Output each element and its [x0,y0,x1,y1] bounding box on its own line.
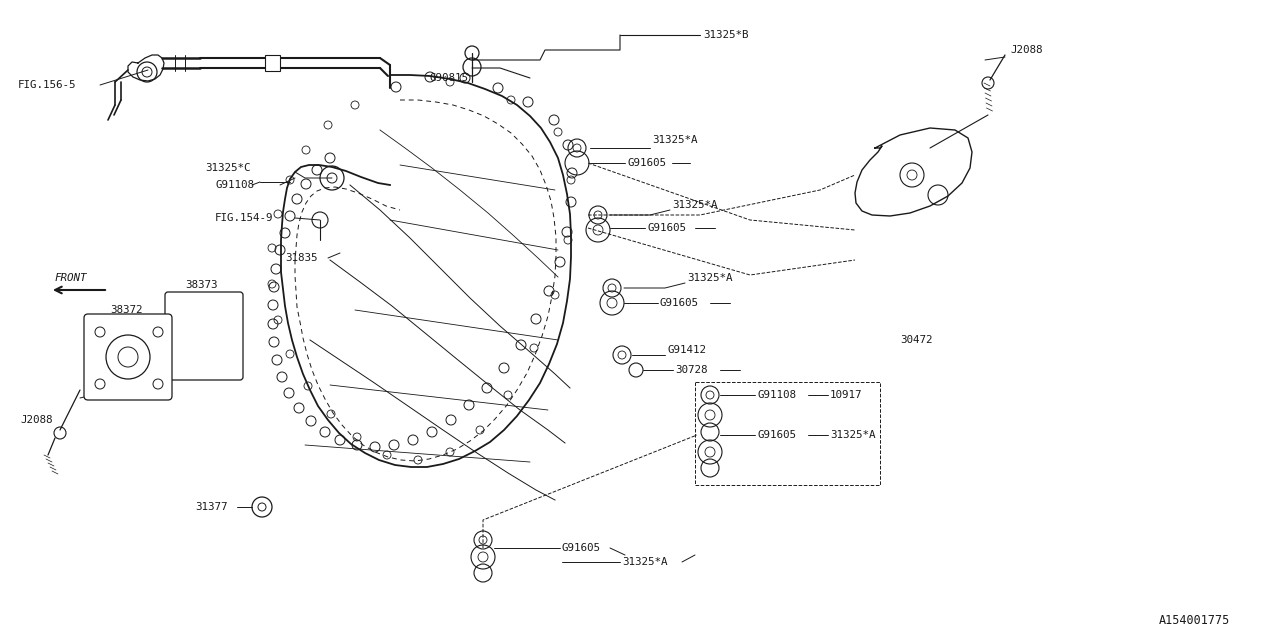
Text: G91605: G91605 [660,298,699,308]
Text: 38372: 38372 [110,305,142,315]
Text: G91605: G91605 [562,543,602,553]
Bar [265,55,280,71]
Text: G91605: G91605 [646,223,686,233]
FancyBboxPatch shape [84,314,172,400]
Text: A154001775: A154001775 [1158,614,1230,627]
FancyBboxPatch shape [165,292,243,380]
Text: 30472: 30472 [900,335,933,345]
Text: G91108: G91108 [756,390,796,400]
Text: FRONT: FRONT [55,273,87,283]
Text: J2088: J2088 [1010,45,1042,55]
Text: 31325*B: 31325*B [703,30,749,40]
Text: 31325*A: 31325*A [672,200,718,210]
Text: 31325*A: 31325*A [652,135,698,145]
Text: G90815: G90815 [430,73,468,83]
Text: 31377: 31377 [195,502,228,512]
Text: 38373: 38373 [186,280,218,290]
Text: 31325*A: 31325*A [829,430,876,440]
Text: 30728: 30728 [675,365,708,375]
Text: 31835: 31835 [285,253,317,263]
Text: G91605: G91605 [756,430,796,440]
Text: FIG.156-5: FIG.156-5 [18,80,77,90]
Text: 31325*A: 31325*A [622,557,667,567]
Text: 31325*C: 31325*C [205,163,251,173]
Text: G91108: G91108 [215,180,253,190]
Text: FIG.154-9: FIG.154-9 [215,213,274,223]
Text: G91412: G91412 [667,345,707,355]
Text: G91605: G91605 [627,158,666,168]
Text: 10917: 10917 [829,390,863,400]
Text: J2088: J2088 [20,415,52,425]
Text: 31325*A: 31325*A [687,273,732,283]
